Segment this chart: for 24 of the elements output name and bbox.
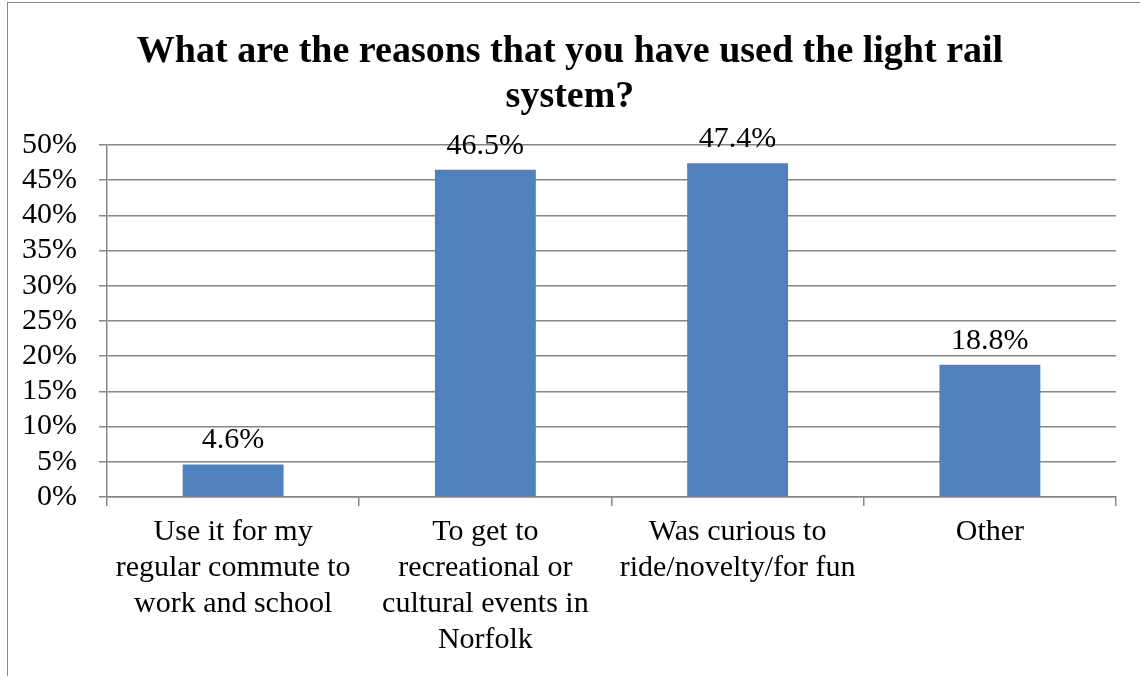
bar (687, 163, 789, 497)
y-tick-label: 25% (21, 301, 77, 335)
y-tick-label: 50% (21, 125, 77, 159)
chart-title: What are the reasons that you have used the light rail system? (135, 27, 1005, 117)
x-tick-label: Was curious to ride/novelty/for fun (619, 512, 856, 582)
y-tick-label: 40% (21, 196, 77, 230)
data-label: 4.6% (201, 421, 265, 455)
bar (434, 169, 536, 497)
bar (939, 364, 1041, 497)
y-tick-label: 30% (21, 266, 77, 300)
x-tick-label: To get to recreational or cultural events in Norfolk (382, 512, 589, 654)
x-tick-label: Use it for my regular commute to work and school (115, 512, 351, 618)
y-tick-label: 15% (21, 372, 77, 406)
y-tick-label: 35% (21, 231, 77, 265)
data-label: 18.8% (951, 321, 1029, 355)
y-tick-label: 20% (21, 337, 77, 371)
y-tick-label: 5% (36, 442, 77, 476)
x-tick-label: Other (955, 512, 1025, 546)
y-tick-label: 45% (21, 161, 77, 195)
y-tick-label: 10% (21, 407, 77, 441)
y-tick-label: 0% (36, 477, 77, 511)
data-label: 47.4% (698, 120, 777, 154)
bar (182, 464, 284, 497)
data-label: 46.5% (446, 126, 525, 160)
